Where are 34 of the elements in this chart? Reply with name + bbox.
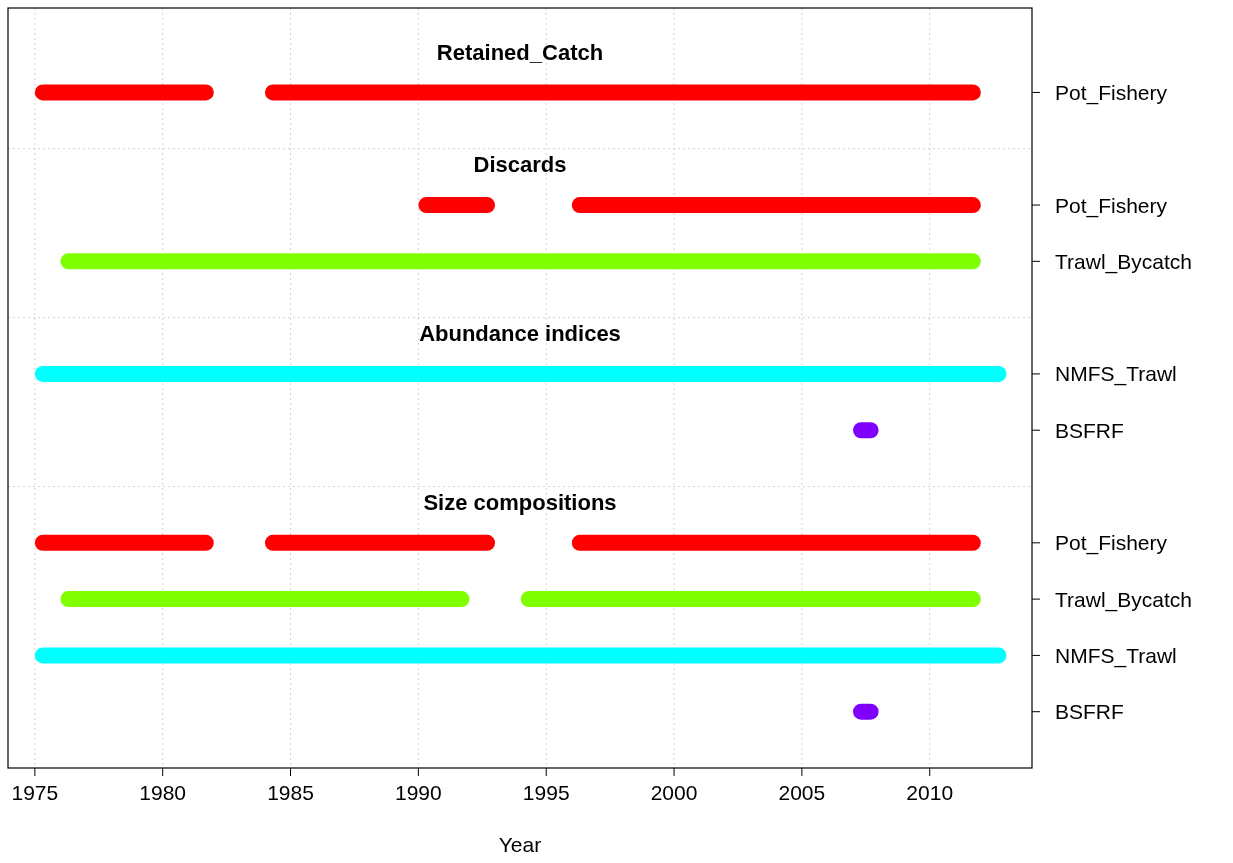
annotation: Size compositions xyxy=(423,490,617,516)
bar xyxy=(571,534,981,551)
bar xyxy=(264,534,496,551)
y-tick-label: NMFS_Trawl xyxy=(1055,643,1177,668)
bar xyxy=(34,365,1007,382)
x-tick-label: 2010 xyxy=(906,781,954,804)
bar xyxy=(60,591,470,608)
y-tick-label: Trawl_Bycatch xyxy=(1055,249,1192,274)
x-tick-label: 1985 xyxy=(267,781,314,804)
x-tick-label: 1990 xyxy=(395,781,442,804)
x-tick-label: 1995 xyxy=(522,781,570,804)
annotation: Discards xyxy=(473,152,567,178)
x-tick-label: 2000 xyxy=(650,781,698,804)
y-tick-label: BSFRF xyxy=(1055,418,1124,442)
bar xyxy=(520,591,981,608)
x-axis-title: Year xyxy=(498,833,542,856)
y-tick-label: Pot_Fishery xyxy=(1055,80,1168,105)
bar xyxy=(34,647,1007,664)
bar xyxy=(34,534,214,551)
annotation: Retained_Catch xyxy=(436,39,604,65)
annotation: Abundance indices xyxy=(419,321,621,347)
y-tick-label: NMFS_Trawl xyxy=(1055,362,1177,387)
y-tick-label: BSFRF xyxy=(1055,700,1124,724)
y-tick-label: Trawl_Bycatch xyxy=(1055,587,1192,612)
x-tick-label: 2005 xyxy=(778,781,826,804)
bar xyxy=(60,253,981,270)
bar xyxy=(571,197,981,214)
y-tick-label: Pot_Fishery xyxy=(1055,531,1168,556)
bar xyxy=(264,84,981,101)
x-tick-label: 1975 xyxy=(11,781,59,804)
bar xyxy=(418,197,496,214)
bar xyxy=(34,84,214,101)
y-tick-label: Pot_Fishery xyxy=(1055,193,1168,218)
x-tick-label: 1980 xyxy=(139,781,187,804)
